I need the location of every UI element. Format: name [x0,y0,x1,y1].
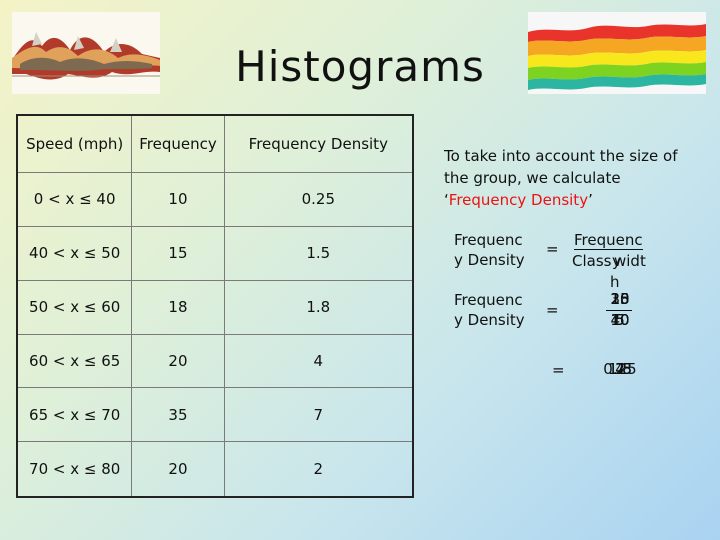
substitution-denominator: 5 [615,311,625,329]
explanation-intro: To take into account the size of the gro… [444,147,678,209]
result-value: 0.25 [603,360,637,378]
substitution-denominator: 10 [610,311,630,329]
table-cell: 4 [223,333,414,389]
formula-numerator-line: Frequenc [574,231,643,250]
formula-equals: = [546,240,559,258]
frequency-table: Speed (mph) Frequency Frequency Density … [16,114,414,498]
result-value: 2 [615,360,625,378]
table-cell: 20 [131,333,225,389]
stream-chart-thumbnail-right [528,12,706,94]
formula-numerator-overflow: y [612,252,621,270]
table-cell: 35 [131,387,225,443]
table-cell: 40 < x ≤ 50 [16,225,133,281]
substitution-numerator: 35 [610,290,630,308]
formula-numerator: Frequenc [574,230,643,250]
table-cell: 0 < x ≤ 40 [16,172,133,227]
table-cell: 20 [131,441,225,498]
fraction-bar [606,310,632,311]
substitution-numerator: 10 [610,290,630,308]
substitution-lhs-line: y Density [454,311,525,330]
formula-denominator: h [610,273,620,291]
substitution-denominator: 5 [615,311,625,329]
substitution-denominator: 10 [610,311,630,329]
table-row: 50 < x ≤ 60 18 1.8 [16,279,414,335]
slide-title: Histograms [235,42,485,91]
table-cell: 2 [223,441,414,498]
explanation-text: To take into account the size of the gro… [444,146,684,211]
result-value: 4 [615,360,625,378]
formula-lhs: Frequenc y Density [454,230,525,271]
table-cell: 10 [131,172,225,227]
frequency-density-highlight: Frequency Density [448,190,589,209]
result-value: 1.8 [608,360,632,378]
result-equals: = [552,361,565,379]
table-cell: 7 [223,387,414,443]
formula-denominator: Class [572,252,612,270]
substitution-equals: = [546,301,559,319]
table-cell: 50 < x ≤ 60 [16,279,133,335]
substitution-numerator: 20 [610,290,630,308]
table-header-cell: Frequency Density [223,114,414,173]
table-cell: 70 < x ≤ 80 [16,441,133,498]
table-cell: 15 [131,225,225,281]
table-cell: 1.5 [223,225,414,281]
table-cell: 18 [131,279,225,335]
table-row: 65 < x ≤ 70 35 7 [16,387,414,443]
substitution-lhs: Frequenc y Density [454,290,525,331]
table-cell: 1.8 [223,279,414,335]
table-header-cell: Speed (mph) [16,114,133,173]
substitution-lhs-line: Frequenc [454,291,523,309]
substitution-denominator: 40 [610,311,630,329]
substitution-numerator: 15 [610,290,630,308]
result-value: 1.5 [608,360,632,378]
table-row: 40 < x ≤ 50 15 1.5 [16,225,414,281]
explanation-close-quote: ’ [588,190,593,209]
formula-denominator: widt [614,252,646,270]
table-row: 60 < x ≤ 65 20 4 [16,333,414,389]
table-header-cell: Frequency [131,114,225,173]
table-row: 0 < x ≤ 40 10 0.25 [16,172,414,227]
formula-lhs-line: y Density [454,251,525,270]
table-cell: 65 < x ≤ 70 [16,387,133,443]
formula-lhs-line: Frequenc [454,231,523,249]
result-value: 7 [615,360,625,378]
substitution-numerator: 18 [610,290,630,308]
stream-chart-thumbnail-left [12,12,160,94]
substitution-denominator: 10 [610,311,630,329]
table-row: 70 < x ≤ 80 20 2 [16,441,414,498]
table-cell: 0.25 [223,172,414,227]
table-cell: 60 < x ≤ 65 [16,333,133,389]
table-header-row: Speed (mph) Frequency Frequency Density [16,114,414,173]
substitution-numerator: 20 [610,290,630,308]
